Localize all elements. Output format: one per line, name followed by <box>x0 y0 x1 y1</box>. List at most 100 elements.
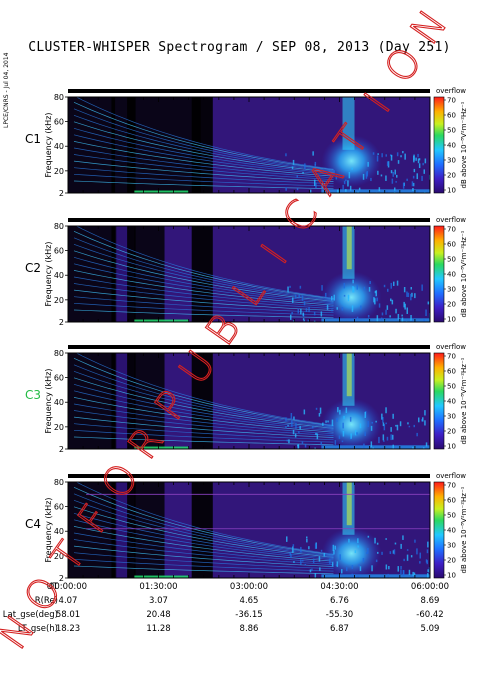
y-tick-label: 80 <box>54 222 64 231</box>
ephemeris-cell: 18.23 <box>56 624 80 634</box>
colorbar-tick-label: 10 <box>447 443 456 451</box>
panel-c4: 80 60 40 20 2 Frequency (kHz)C4 overflow 70 60 50… <box>25 472 468 583</box>
ephemeris-cell: -36.15 <box>235 610 262 620</box>
spectrogram-image <box>68 482 430 578</box>
spectrogram-image <box>68 226 430 322</box>
y-tick-label: 40 <box>54 398 64 407</box>
colorbar <box>433 481 445 579</box>
colorbar-tick-label: 40 <box>447 527 456 535</box>
panel-label-c1: C1 <box>25 132 41 146</box>
panel-label-c2: C2 <box>25 261 41 275</box>
colorbar-tick-label: 50 <box>447 383 456 391</box>
ephemeris-cell: 8.69 <box>421 596 440 606</box>
y-tick-label: 40 <box>54 271 64 280</box>
y-tick-label: 60 <box>54 503 64 512</box>
ephemeris-cell: 4.07 <box>59 596 78 606</box>
y-tick-label: 20 <box>54 167 64 176</box>
ephemeris-cell: 6.76 <box>330 596 349 606</box>
colorbar-label: dB above 10⁻⁸V²m⁻²Hz⁻¹ <box>460 357 468 444</box>
colorbar-tick-label: 40 <box>447 142 456 150</box>
colorbar-title: overflow <box>436 472 466 480</box>
colorbar-tick-label: 50 <box>447 127 456 135</box>
ephemeris-row-label: LT_gse(h) <box>18 624 58 634</box>
colorbar-tick-label: 70 <box>447 97 456 105</box>
ephemeris-cell: 00:00:00 <box>49 582 87 592</box>
chart-title: CLUSTER-WHISPER Spectrogram / SEP 08, 20… <box>28 40 451 55</box>
colorbar-tick-label: 20 <box>447 428 456 436</box>
colorbar-title: overflow <box>436 87 466 95</box>
colorbar-tick-label: 60 <box>447 241 456 249</box>
colorbar-tick-label: 30 <box>447 286 456 294</box>
ephemeris-cell: -55.30 <box>326 610 353 620</box>
panel-top-bar <box>68 218 430 222</box>
spectrogram-image <box>68 97 430 193</box>
colorbar-tick-label: 10 <box>447 316 456 324</box>
y-tick-label: 60 <box>54 118 64 127</box>
y-tick-label: 2 <box>59 574 64 583</box>
y-tick-label: 40 <box>54 142 64 151</box>
y-tick-label: 80 <box>54 349 64 358</box>
colorbar-label: dB above 10⁻⁸V²m⁻²Hz⁻¹ <box>460 486 468 573</box>
colorbar <box>433 352 445 450</box>
y-tick-label: 20 <box>54 296 64 305</box>
colorbar-tick-label: 50 <box>447 256 456 264</box>
y-axis-label: Frequency (kHz) <box>44 498 53 563</box>
watermark-letter: N <box>402 2 457 53</box>
panel-top-bar <box>68 89 430 93</box>
colorbar-tick-label: 70 <box>447 226 456 234</box>
colorbar-tick-label: 60 <box>447 497 456 505</box>
panels-layer: 80 60 40 20 2 Frequency (kHz) C1 overflow 70 60 50… <box>25 87 468 583</box>
y-tick-label: 60 <box>54 374 64 383</box>
ephemeris-cell: 03:00:00 <box>230 582 268 592</box>
ephemeris-cell: 11.28 <box>146 624 170 634</box>
colorbar-tick-label: 60 <box>447 368 456 376</box>
watermark-letter: O <box>376 39 432 91</box>
y-tick-label: 80 <box>54 93 64 102</box>
colorbar-label: dB above 10⁻⁸V²m⁻²Hz⁻¹ <box>460 101 468 188</box>
panel-top-bar <box>68 474 430 478</box>
colorbar-tick-label: 20 <box>447 172 456 180</box>
colorbar-tick-label: 50 <box>447 512 456 520</box>
y-tick-label: 60 <box>54 247 64 256</box>
panel-top-bar <box>68 345 430 349</box>
colorbar-tick-label: 30 <box>447 542 456 550</box>
panel-label-c4: C4 <box>25 517 41 531</box>
colorbar-title: overflow <box>436 216 466 224</box>
panel-c1: 80 60 40 20 2 Frequency (kHz)C1 overflow 70 60 50… <box>25 87 468 198</box>
colorbar <box>433 96 445 194</box>
ephemeris-cell: 01:30:00 <box>139 582 177 592</box>
ephemeris-cell: 58.01 <box>56 610 80 620</box>
y-tick-label: 80 <box>54 478 64 487</box>
colorbar-tick-label: 40 <box>447 398 456 406</box>
colorbar-tick-label: 70 <box>447 482 456 490</box>
colorbar <box>433 225 445 323</box>
ephemeris-cell: 5.09 <box>421 624 440 634</box>
colorbar-label: dB above 10⁻⁸V²m⁻²Hz⁻¹ <box>460 230 468 317</box>
ephemeris-cell: 04:30:00 <box>320 582 358 592</box>
ephemeris-cell: 8.86 <box>240 624 259 634</box>
ephemeris-row: R(Re) 4.07 3.07 4.65 6.76 8.69 <box>35 596 440 606</box>
ephemeris-row-label: Lat_gse(deg) <box>3 610 58 620</box>
panel-c2: 80 60 40 20 2 Frequency (kHz)C2 overflow 70 60 50… <box>25 216 468 327</box>
ephemeris-row-label: UT <box>47 582 59 592</box>
y-tick-label: 2 <box>59 318 64 327</box>
colorbar-tick-label: 70 <box>447 353 456 361</box>
y-axis-label: Frequency (kHz) <box>44 242 53 307</box>
y-tick-label: 2 <box>59 445 64 454</box>
ephemeris-cell: 4.65 <box>240 596 259 606</box>
ephemeris-cell: 3.07 <box>149 596 168 606</box>
colorbar-tick-label: 40 <box>447 271 456 279</box>
colorbar-tick-label: 10 <box>447 572 456 580</box>
y-tick-label: 2 <box>59 189 64 198</box>
y-tick-label: 40 <box>54 527 64 536</box>
panel-c3: 80 60 40 20 2 Frequency (kHz)C3 overflow 70 60 50… <box>25 343 468 454</box>
ephemeris-cell: 06:00:00 <box>411 582 449 592</box>
ephemeris-row: Lat_gse(deg)58.01 20.48 -36.15 -55.30 -60.42 <box>3 610 444 620</box>
ephemeris-cell: 6.87 <box>330 624 349 634</box>
colorbar-tick-label: 30 <box>447 157 456 165</box>
colorbar-tick-label: 60 <box>447 112 456 120</box>
colorbar-tick-label: 20 <box>447 557 456 565</box>
y-tick-label: 20 <box>54 552 64 561</box>
panel-label-c3: C3 <box>25 388 41 402</box>
